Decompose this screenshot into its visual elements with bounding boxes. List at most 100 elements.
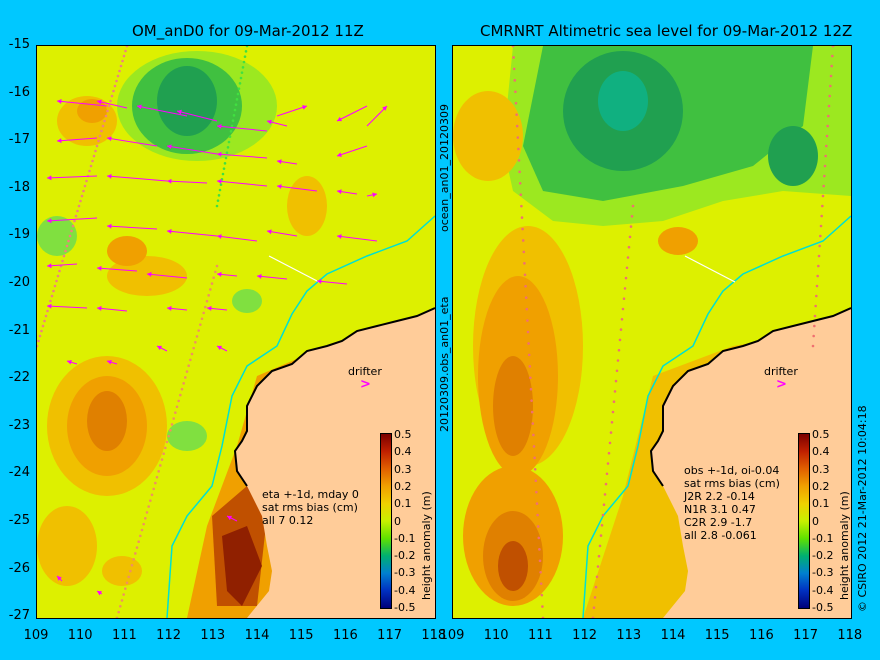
track-dot <box>79 199 82 203</box>
colorbar-tick-label: 0.3 <box>812 462 830 476</box>
vector-arrowhead <box>47 263 52 269</box>
vector-arrowhead <box>57 99 62 104</box>
track-dot <box>224 156 228 160</box>
drifter-vector <box>56 137 98 142</box>
track-dot <box>147 505 150 508</box>
colorbar-tick-label: -0.5 <box>812 601 834 614</box>
track-dot <box>537 536 541 540</box>
track-dot <box>124 49 127 53</box>
track-dot <box>527 342 530 345</box>
track-dot <box>829 84 832 88</box>
track-dot <box>88 169 91 173</box>
track-dot <box>541 605 544 608</box>
track-dot <box>536 525 540 528</box>
track-dot <box>74 214 78 218</box>
track-dot <box>517 159 521 162</box>
track-dot <box>520 216 524 219</box>
track-dot <box>73 219 76 223</box>
track-dot <box>118 69 121 73</box>
right-note-line: J2R 2.2 -0.14 <box>684 490 755 503</box>
drifter-vector <box>316 280 348 285</box>
track-dot <box>152 487 155 491</box>
drifter-vector <box>166 230 218 237</box>
colorbar-tick-label: -0.4 <box>812 583 834 597</box>
track-dot <box>144 516 147 520</box>
y-tick-label: -23 <box>8 417 30 433</box>
vector-arrowhead <box>167 144 172 150</box>
colorbar-tick-label: -0.3 <box>812 566 834 580</box>
vector-arrowhead <box>207 306 212 311</box>
track-dot <box>109 99 112 103</box>
track-dot <box>515 124 519 128</box>
left-map-canvas <box>37 46 435 618</box>
drifter-vector <box>96 307 128 312</box>
track-dot <box>190 352 194 356</box>
track-dot <box>119 604 122 608</box>
track-dot <box>519 193 523 197</box>
track-dot <box>827 114 830 118</box>
track-dot <box>214 270 217 274</box>
track-dot <box>813 314 817 318</box>
track-dot <box>822 184 825 188</box>
right-note-line: sat rms bias (cm) <box>684 477 780 490</box>
track-dot <box>823 174 826 178</box>
drifter-vector <box>106 175 168 182</box>
track-dot <box>83 184 87 188</box>
drifter-vector <box>216 153 268 159</box>
vector-arrowhead <box>217 151 222 157</box>
left-map-panel <box>36 45 436 619</box>
track-dot <box>205 299 209 303</box>
drifter-vector <box>366 105 388 127</box>
track-dot <box>594 585 598 589</box>
drifter-vector <box>336 145 368 157</box>
right-map-panel <box>452 45 852 619</box>
track-dot <box>127 575 130 579</box>
track-dot <box>595 575 599 579</box>
track-dot <box>91 159 94 163</box>
vector-arrowhead <box>302 105 307 110</box>
x-tick-label: 109 <box>439 628 465 643</box>
track-dot <box>622 297 626 300</box>
vector-arrowhead <box>107 136 112 142</box>
track-dot <box>539 570 542 574</box>
x-tick-label: 115 <box>288 628 314 643</box>
track-dot <box>104 114 108 118</box>
track-dot <box>174 411 177 414</box>
track-dot <box>231 119 235 122</box>
track-dot <box>524 284 527 288</box>
track-dot <box>76 209 79 213</box>
colorbar-tick-label: 0.2 <box>394 479 412 493</box>
track-dot <box>824 154 827 158</box>
track-dot <box>541 616 545 618</box>
drifter-vector <box>216 125 268 132</box>
track-dot <box>110 94 114 98</box>
vector-arrowhead <box>47 303 52 309</box>
x-tick-label: 110 <box>483 628 509 643</box>
track-dot <box>217 194 221 197</box>
track-dot <box>122 593 125 596</box>
track-dot <box>531 422 535 425</box>
y-tick-label: -21 <box>8 322 30 338</box>
track-dot <box>235 98 239 101</box>
track-dot <box>831 54 834 58</box>
x-tick-label: 112 <box>156 628 181 643</box>
track-dot <box>212 276 215 280</box>
vector-arrowhead <box>337 189 342 195</box>
track-dot <box>195 335 199 338</box>
track-dot <box>65 244 69 248</box>
right-colorbar-label: height anomaly (m) <box>838 491 851 600</box>
track-dot <box>598 544 602 548</box>
track-dot <box>518 170 521 174</box>
colorbar-tick-label: 0.1 <box>394 497 412 511</box>
vector-arrowhead <box>57 138 62 144</box>
track-dot <box>829 74 833 78</box>
left-panel-title: OM_anD0 for 09-Mar-2012 11Z <box>132 22 364 40</box>
x-tick-label: 113 <box>200 628 226 643</box>
track-dot <box>624 276 628 280</box>
track-dot <box>617 348 621 352</box>
track-dot <box>97 139 100 143</box>
x-tick-label: 117 <box>377 628 402 643</box>
track-dot <box>187 364 190 368</box>
track-dot <box>517 147 520 151</box>
track-dot <box>244 50 248 53</box>
